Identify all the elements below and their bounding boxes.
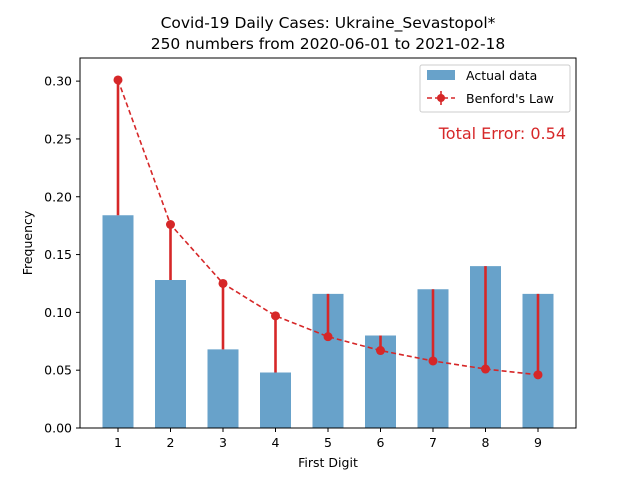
- x-tick-label: 8: [482, 435, 490, 450]
- legend-bar-swatch: [427, 70, 455, 80]
- benford-point-digit-8: [481, 364, 490, 374]
- bar-digit-2: [155, 280, 186, 428]
- benford-point-digit-9: [533, 370, 543, 380]
- y-tick-label: 0.25: [44, 131, 72, 146]
- benford-point-digit-2: [166, 220, 175, 229]
- benford-point-digit-4: [271, 311, 280, 321]
- benford-point-digit-6: [376, 346, 385, 356]
- legend: Actual data Benford's Law: [419, 64, 571, 113]
- bar-digit-1: [102, 215, 134, 428]
- benford-point-digit-5: [323, 332, 333, 342]
- benford-line: [117, 79, 539, 376]
- x-axis-label: First Digit: [298, 455, 358, 470]
- y-tick-label: 0.20: [44, 189, 72, 204]
- y-tick-label: 0.00: [44, 421, 72, 436]
- x-axis: 1 2 3 4 5 6 7 8 9: [114, 428, 542, 450]
- x-tick-label: 1: [114, 435, 122, 450]
- benford-point-digit-1: [113, 75, 123, 85]
- bars-layer: [102, 215, 554, 428]
- x-tick-label: 3: [219, 435, 227, 450]
- benford-point-digit-7: [428, 356, 438, 366]
- legend-box: [419, 64, 571, 113]
- chart-title: Covid-19 Daily Cases: Ukraine_Sevastopol…: [161, 14, 496, 33]
- legend-marker-swatch: [437, 94, 445, 102]
- benford-point-digit-3: [218, 278, 228, 288]
- bar-digit-4: [260, 372, 291, 428]
- total-error-annotation: Total Error: 0.54: [438, 124, 566, 143]
- x-tick-label: 7: [429, 435, 437, 450]
- y-tick-label: 0.10: [44, 305, 72, 320]
- y-tick-label: 0.15: [44, 247, 72, 262]
- x-tick-label: 4: [272, 435, 280, 450]
- y-tick-label: 0.30: [44, 74, 72, 89]
- benford-layer: [113, 75, 543, 380]
- legend-label-actual: Actual data: [466, 68, 537, 83]
- y-tick-label: 0.05: [44, 363, 72, 378]
- x-tick-label: 6: [377, 435, 385, 450]
- chart-subtitle: 250 numbers from 2020-06-01 to 2021-02-1…: [151, 35, 506, 53]
- x-tick-label: 9: [534, 435, 542, 450]
- bar-digit-3: [207, 349, 239, 428]
- x-tick-label: 5: [324, 435, 332, 450]
- legend-label-benford: Benford's Law: [466, 91, 554, 106]
- y-axis-label: Frequency: [20, 210, 35, 275]
- y-axis: 0.00 0.05 0.10 0.15 0.20 0.25 0.30: [44, 74, 80, 436]
- x-tick-label: 2: [167, 435, 175, 450]
